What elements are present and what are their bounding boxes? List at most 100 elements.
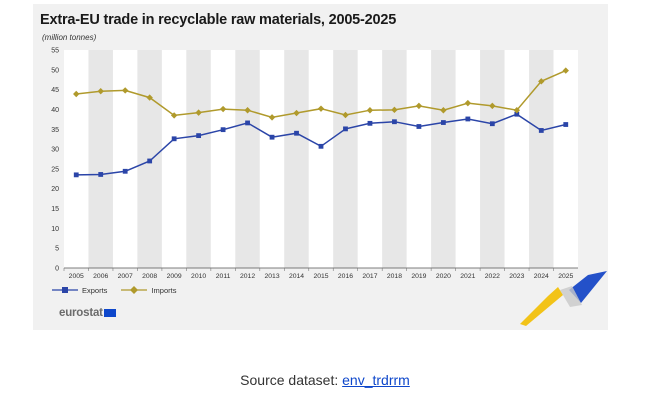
band-2020 <box>431 50 456 268</box>
legend-label-imports: Imports <box>151 285 177 295</box>
point-exports-2008 <box>147 158 153 164</box>
chart-title: Extra-EU trade in recyclable raw materia… <box>40 12 397 28</box>
point-imports-2017 <box>366 107 374 114</box>
point-exports-2014 <box>294 130 299 136</box>
x-tick-label: 2013 <box>264 273 279 280</box>
x-tick-label: 2005 <box>69 273 84 280</box>
x-tick-label: 2017 <box>362 273 377 280</box>
band-2007 <box>112 50 138 268</box>
point-exports-2019 <box>416 124 422 129</box>
band-2021 <box>455 50 481 268</box>
x-tick-label: 2012 <box>240 273 255 280</box>
point-exports-2011 <box>220 127 226 133</box>
point-imports-2010 <box>195 109 202 116</box>
point-imports-2016 <box>342 111 349 119</box>
point-exports-2017 <box>367 120 373 126</box>
y-tick-label: 30 <box>51 147 59 154</box>
source-dataset-link[interactable]: env_trdrrm <box>342 372 410 388</box>
point-imports-2006 <box>97 88 104 95</box>
point-exports-2006 <box>98 172 104 177</box>
point-imports-2018 <box>391 106 398 114</box>
y-tick-label: 5 <box>55 246 59 253</box>
point-exports-2007 <box>122 168 128 174</box>
y-tick-label: 55 <box>51 48 59 55</box>
band-2025 <box>553 50 578 268</box>
point-imports-2020 <box>440 107 447 114</box>
eu-flag-icon <box>103 309 116 317</box>
y-tick-label: 10 <box>51 226 59 233</box>
x-tick-label: 2025 <box>558 273 573 280</box>
x-tick-label: 2016 <box>338 273 353 280</box>
source-label: Source dataset: <box>240 372 339 388</box>
band-2023 <box>504 50 530 268</box>
y-tick-label: 35 <box>51 127 59 134</box>
band-2006 <box>88 50 113 268</box>
y-tick-label: 50 <box>51 67 59 74</box>
point-imports-2021 <box>464 99 472 107</box>
x-tick-label: 2022 <box>485 273 500 280</box>
legend-label-exports: Exports <box>82 285 108 295</box>
band-2005 <box>64 50 89 268</box>
legend-item-imports: Imports <box>121 285 176 295</box>
point-imports-2009 <box>170 112 178 119</box>
point-imports-2025 <box>562 67 569 74</box>
x-tick-label: 2010 <box>191 273 206 280</box>
point-imports-2022 <box>489 102 496 110</box>
point-imports-2015 <box>317 105 325 112</box>
point-imports-2024 <box>538 78 545 85</box>
x-tick-label: 2014 <box>289 273 304 280</box>
point-exports-2020 <box>440 120 446 125</box>
y-tick-label: 40 <box>51 107 59 114</box>
point-imports-2007 <box>121 87 129 94</box>
x-tick-label: 2018 <box>387 273 402 280</box>
band-2011 <box>210 50 236 268</box>
x-tick-label: 2021 <box>460 273 475 280</box>
legend-swatch-imports <box>121 285 148 295</box>
y-tick-label: 20 <box>51 186 59 193</box>
point-exports-2023 <box>514 111 520 117</box>
x-tick-label: 2020 <box>436 273 451 280</box>
x-tick-label: 2007 <box>118 273 133 280</box>
y-tick-label: 45 <box>51 87 59 94</box>
point-exports-2021 <box>465 116 471 122</box>
band-2024 <box>529 50 554 268</box>
point-imports-2008 <box>146 94 153 101</box>
y-tick-label: 25 <box>51 166 59 173</box>
point-exports-2022 <box>489 121 495 127</box>
plot-bands <box>64 50 578 269</box>
band-2019 <box>406 50 432 268</box>
point-exports-2018 <box>392 119 397 125</box>
x-tick-label: 2008 <box>142 273 157 280</box>
point-exports-2016 <box>343 126 348 132</box>
x-tick-label: 2023 <box>509 273 524 280</box>
x-tick-labels: 2005 2006 2007 2008 2009 2010 2011 2012 2013 2014… <box>63 268 574 280</box>
band-2010 <box>186 50 211 268</box>
point-exports-2010 <box>196 133 202 139</box>
point-exports-2015 <box>318 143 324 149</box>
band-2014 <box>284 50 309 268</box>
legend-swatch-exports <box>52 285 78 295</box>
y-tick-label: 0 <box>55 266 59 273</box>
x-tick-label: 2011 <box>216 273 231 280</box>
point-imports-2011 <box>219 105 227 113</box>
point-exports-2012 <box>245 120 250 126</box>
x-tick-label: 2015 <box>313 273 328 280</box>
corner-graphic <box>520 271 607 326</box>
band-2016 <box>333 50 358 268</box>
y-tick-labels: 0 5 10 15 20 25 30 35 40 45 50 55 <box>51 48 59 273</box>
x-tick-label: 2009 <box>167 273 182 280</box>
legend-item-exports: Exports <box>52 285 107 295</box>
point-exports-2025 <box>563 122 569 127</box>
x-tick-label: 2024 <box>534 273 549 280</box>
chart-legend: Exports Imports <box>52 285 190 295</box>
band-2015 <box>308 50 334 268</box>
point-exports-2024 <box>538 128 544 133</box>
point-exports-2013 <box>269 134 275 140</box>
point-imports-2005 <box>73 90 80 98</box>
band-2012 <box>235 50 260 268</box>
point-imports-2013 <box>268 114 276 121</box>
point-imports-2012 <box>244 107 251 114</box>
point-exports-2009 <box>171 136 177 142</box>
point-exports-2005 <box>73 172 79 178</box>
